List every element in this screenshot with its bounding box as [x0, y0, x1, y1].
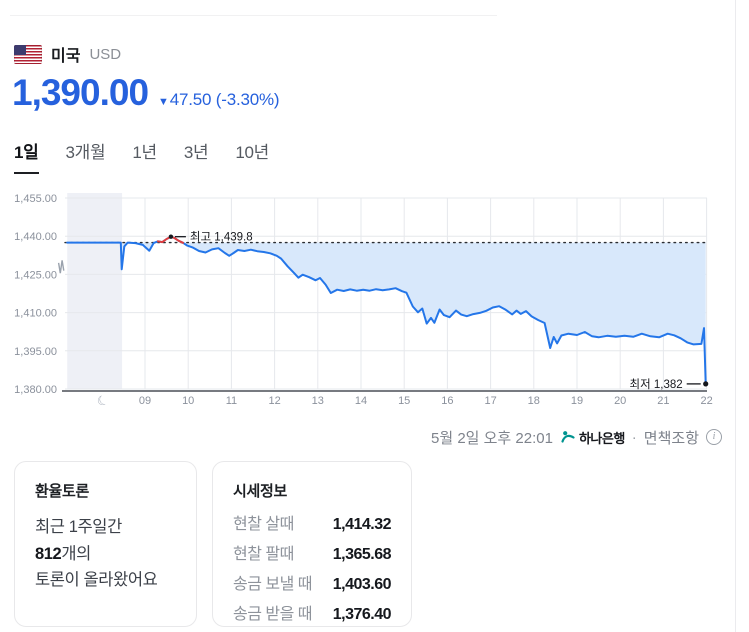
price-line	[66, 235, 707, 385]
x-tick-label: 19	[571, 395, 583, 407]
price-change: ▼47.50 (-3.30%)	[158, 90, 280, 110]
quote-row: 현찰 팔때 1,365.68	[233, 543, 392, 566]
high-annotation: 최고 1,439.8	[190, 231, 253, 244]
x-tick-label: 09	[139, 395, 151, 407]
quote-rows: 현찰 살때 1,414.32 현찰 팔때 1,365.68 송금 보낼 때 1,403.6…	[233, 513, 392, 626]
quote-card-title: 시세정보	[233, 483, 288, 500]
current-price: 1,390.00	[12, 72, 149, 113]
x-tick-label: 16	[441, 395, 453, 407]
area-fill	[67, 242, 706, 384]
y-tick-label: 1,455.00	[14, 193, 57, 205]
exchange-rate-chart[interactable]: 최고 1,439.8 최저 1,382 1,455.00 1,440.00 1,425.…	[0, 183, 749, 415]
quote-row: 송금 보낼 때 1,403.60	[233, 573, 392, 596]
currency-code-label: USD	[89, 45, 122, 63]
x-tick-label: 20	[614, 395, 626, 407]
low-annotation: 최저 1,382	[630, 378, 683, 391]
x-tick-label: 21	[657, 395, 669, 407]
quote-row-label: 송금 보낼 때	[233, 576, 313, 593]
discussion-card-title: 환율토론	[35, 483, 90, 500]
tab-10년[interactable]: 10년	[235, 143, 269, 162]
chart-canvas[interactable]: 최고 1,439.8 최저 1,382 1,455.00 1,440.00 1,425.…	[0, 183, 749, 415]
country-label: 미국	[51, 48, 81, 65]
quote-row-value: 1,414.32	[332, 516, 392, 533]
us-flag-icon	[14, 44, 42, 64]
price-row: 1,390.00 ▼47.50 (-3.30%)	[12, 72, 280, 114]
x-tick-label: 13	[312, 395, 324, 407]
x-tick-label: 11	[226, 395, 237, 407]
quote-row-label: 현찰 살때	[233, 516, 294, 533]
discussion-count-suffix: 개의	[61, 544, 91, 563]
chart-footer: 5월 2일 오후 22:01 하나은행 · 면책조항 i	[0, 425, 722, 449]
provider-name: 하나은행	[578, 430, 625, 446]
period-tabs: 1일 3개월 1년 3년 10년	[14, 138, 269, 174]
x-tick-label: 10	[182, 395, 194, 407]
x-tick-label: 18	[528, 395, 540, 407]
discussion-line1: 최근 1주일간	[35, 518, 122, 536]
market-closed-band	[67, 193, 123, 389]
dot-separator: ·	[631, 428, 637, 446]
quote-row: 송금 받을 때 1,376.40	[233, 603, 392, 626]
discussion-card[interactable]: 환율토론 최근 1주일간 812개의 토론이 올라왔어요	[14, 461, 197, 627]
x-tick-label: 15	[398, 395, 410, 407]
tab-1일[interactable]: 1일	[14, 138, 39, 174]
y-tick-label: 1,410.00	[14, 308, 57, 320]
x-tick-label: 17	[484, 395, 496, 407]
content-right-border	[735, 0, 736, 632]
quote-row-label: 현찰 팔때	[233, 546, 294, 563]
x-tick-label: 14	[355, 395, 367, 407]
tab-3년[interactable]: 3년	[183, 143, 209, 162]
tab-1년[interactable]: 1년	[132, 143, 157, 162]
y-tick-label: 1,440.00	[14, 231, 57, 243]
quote-row-label: 송금 받을 때	[233, 606, 313, 623]
quote-row-value: 1,403.60	[332, 576, 392, 593]
change-percent: (-3.30%)	[215, 90, 280, 109]
currency-header: 미국 USD	[14, 42, 121, 66]
top-divider	[10, 15, 497, 16]
y-tick-label: 1,380.00	[14, 384, 57, 396]
quote-info-card: 시세정보 현찰 살때 1,414.32 현찰 팔때 1,365.68 송금 보낼 때 1,…	[212, 461, 412, 627]
discussion-count: 812	[35, 544, 62, 563]
down-arrow-icon: ▼	[158, 96, 169, 108]
info-icon[interactable]: i	[706, 429, 722, 445]
x-tick-label: 12	[268, 395, 280, 407]
y-tick-label: 1,425.00	[14, 269, 57, 281]
y-tick-label: 1,395.00	[14, 346, 57, 358]
quote-row: 현찰 살때 1,414.32	[233, 513, 392, 536]
tab-3개월[interactable]: 3개월	[65, 143, 106, 162]
x-tick-label: 22	[700, 395, 712, 407]
discussion-card-body: 최근 1주일간 812개의 토론이 올라왔어요	[35, 514, 176, 594]
disclaimer-link[interactable]: 면책조항	[643, 429, 699, 447]
moon-icon: ☾	[94, 391, 111, 410]
change-value: 47.50	[169, 90, 212, 109]
discussion-line3: 토론이 올라왔어요	[35, 571, 158, 590]
hana-bank-logo-icon	[561, 431, 575, 443]
quote-row-value: 1,376.40	[332, 606, 392, 623]
quote-timestamp: 5월 2일 오후 22:01	[431, 429, 553, 447]
quote-row-value: 1,365.68	[332, 546, 392, 563]
open-marker	[57, 260, 65, 274]
data-provider: 하나은행	[560, 428, 625, 447]
